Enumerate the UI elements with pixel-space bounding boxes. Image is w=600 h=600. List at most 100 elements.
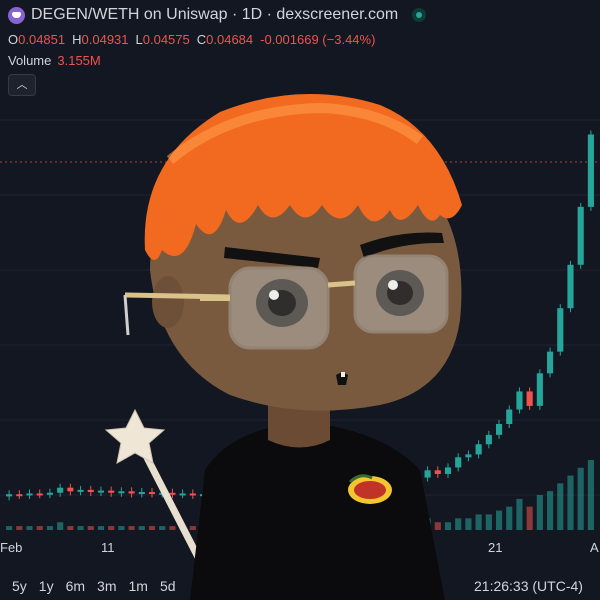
candle-body [383,484,390,487]
collapse-legend-button[interactable]: ︿ [8,74,36,96]
range-3m-button[interactable]: 3m [97,578,117,594]
volume-bar [210,526,217,530]
chart-grid [0,119,600,496]
candle-body [169,492,176,495]
volume-bar [434,522,441,530]
volume-bar [261,526,268,530]
candle-body [77,489,84,492]
high-value: 0.04931 [81,32,129,47]
volume-legend: Volume 3.155M [8,53,101,68]
candle-body [332,485,339,490]
candle-body [393,481,401,486]
volume-bar [312,526,319,530]
candle-body [312,490,319,493]
candle-body [271,494,278,497]
volume-bar [291,526,298,530]
volume-bar [57,522,64,530]
volume-bar [506,506,513,530]
chart-header: DEGEN/WETH on Uniswap · 1D · dexscreener… [8,6,427,24]
volume-bar [332,522,339,530]
candle-body [189,493,196,496]
candle-body [46,492,53,495]
candle-body [465,454,472,458]
candle-body [291,493,298,496]
volume-bar [495,510,503,530]
volume-bar [67,526,74,530]
volume-bar [271,526,278,530]
candle-body [16,494,23,497]
candle-body [138,492,145,495]
close-value: 0.04684 [206,32,254,47]
clock[interactable]: 21:26:33 (UTC-4) [474,578,583,594]
range-5y-button[interactable]: 5y [12,578,27,594]
candle-body [159,492,166,495]
live-dot-icon [412,8,427,22]
volume-bar [465,518,472,530]
x-tick: Feb [0,540,23,555]
price-change: -0.001669 (−3.44%) [260,32,376,47]
volume-bar [148,526,156,530]
candle-body [220,494,227,497]
volume-bar [220,526,227,530]
candle-body [199,494,207,497]
candle-body [240,494,247,497]
volume-bar [240,526,247,530]
candle-body [148,492,156,495]
range-6m-button[interactable]: 6m [65,578,86,594]
candle-body [251,494,258,497]
volume-bar [393,522,401,530]
candle-body [128,491,135,494]
candle-body [455,457,462,468]
pair-title: DEGEN/WETH on Uniswap · 1D · dexscreener… [31,6,399,23]
volume-bar [536,495,543,530]
volume-bar [373,526,380,530]
volume-bar [322,526,329,530]
volume-bar [46,526,53,530]
candle-body [577,206,584,265]
candle-body [475,444,482,455]
volume-bar [526,506,533,530]
volume-bar [424,518,431,530]
open-value: 0.04851 [18,32,66,47]
volume-bar [251,526,258,530]
high-label: H [72,32,82,47]
close-label: C [196,32,207,47]
candle-body [87,489,94,493]
range-1y-button[interactable]: 1y [38,578,54,594]
candle-body [210,494,217,497]
candle-body [404,481,411,484]
volume-bar [557,483,564,530]
volume-bar [128,526,135,530]
volume-bar [97,526,105,530]
candle-body [302,492,309,495]
range-5d-button[interactable]: 5d [159,578,176,594]
volume-bar [485,514,492,530]
volume-bar [567,475,574,530]
x-tick: 21 [488,540,503,555]
volume-bar [6,526,13,530]
candle-body [495,424,503,435]
volume-bar [118,526,125,530]
candle-body [281,493,288,496]
volume-bar [516,498,523,530]
volume-bar [444,522,452,530]
bottom-toolbar: 5y 1y 6m 3m 1m 5d 21:26:33 (UTC-4) [0,572,600,600]
volume-bar [547,491,554,530]
candle-body [434,470,441,474]
volume-bar [77,526,84,530]
candle-body [179,493,186,496]
low-value: 0.04575 [142,32,190,47]
candle-body [36,493,43,496]
volume-bar [26,526,33,530]
volume-bar [342,526,349,530]
candle-body [322,489,329,492]
volume-label: Volume [8,53,52,68]
candle-body [363,484,370,487]
candle-body [485,434,492,445]
candle-body [97,490,105,493]
candle-body [444,467,452,474]
candle-body [526,391,533,406]
range-1m-button[interactable]: 1m [128,578,148,594]
